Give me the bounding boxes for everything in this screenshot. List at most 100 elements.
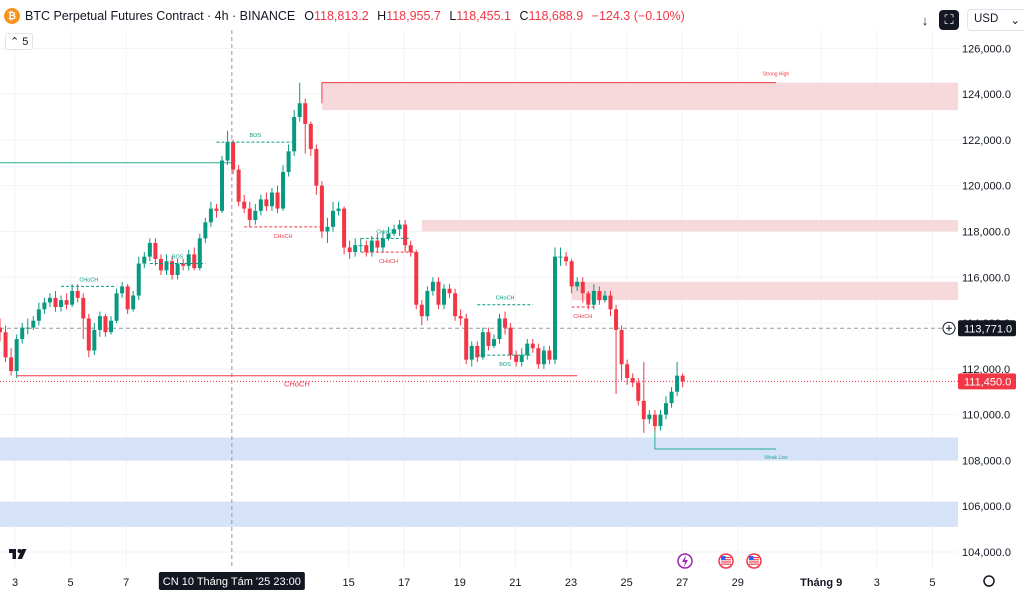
fullscreen-icon[interactable]: ⛶ [939, 10, 959, 30]
x-tick-label: 3 [874, 577, 880, 589]
candle [170, 256, 175, 280]
y-tick-label: 122,000.0 [962, 135, 1011, 147]
weak-low-label: Weak Low [764, 455, 788, 461]
candle [197, 233, 202, 271]
candle [647, 410, 652, 424]
candle-body [220, 160, 224, 211]
choch-label: CHoCH [284, 380, 310, 389]
candle [70, 284, 75, 308]
candle [253, 203, 258, 225]
candle [3, 325, 8, 362]
candle [81, 293, 86, 340]
candle-body [497, 318, 502, 340]
candle-body [591, 290, 596, 305]
candle [203, 217, 208, 243]
candle-body [553, 256, 557, 360]
candle [53, 290, 58, 312]
us-flag-stripe [749, 557, 759, 559]
candle-body [514, 355, 519, 362]
candle-body [403, 224, 408, 246]
tv-logo-part [9, 549, 16, 559]
symbol-header[interactable]: ₿ BTC Perpetual Futures Contract · 4h · … [4, 8, 685, 24]
candle-body [242, 201, 247, 209]
candle-body [64, 300, 69, 305]
us-flag-stripe [721, 563, 731, 565]
candle [558, 247, 563, 266]
choch-label: CHoCH [376, 229, 395, 235]
candle-body [331, 210, 335, 227]
candle [547, 345, 552, 365]
y-tick-label: 112,000.0 [962, 364, 1010, 376]
x-tick-label: Tháng 9 [800, 577, 842, 589]
candle-body [408, 245, 413, 253]
gear-icon[interactable] [983, 575, 995, 587]
candle [297, 82, 302, 122]
candle-body [47, 297, 52, 303]
candle-body [292, 116, 297, 152]
candle [231, 139, 236, 175]
candle-body [214, 208, 219, 211]
tradingview-logo[interactable] [9, 549, 27, 559]
candle [353, 238, 358, 257]
bolt-icon[interactable] [677, 553, 693, 569]
demand-zone [0, 437, 958, 461]
candle-body [281, 171, 286, 209]
candle-body [358, 245, 363, 247]
candle-body [286, 151, 291, 172]
candle [669, 387, 674, 408]
candle-body [253, 210, 258, 221]
candle-body [558, 256, 563, 258]
candle-body [208, 208, 213, 223]
candle-body [430, 281, 435, 291]
us-flag-stripe [721, 559, 731, 561]
candle [569, 258, 574, 294]
candle [658, 410, 663, 431]
candle [425, 286, 430, 321]
candle [114, 288, 119, 324]
candle [625, 359, 630, 385]
candle-body [142, 256, 147, 264]
candle-body [419, 304, 424, 317]
symbol-title[interactable]: BTC Perpetual Futures Contract · 4h · BI… [25, 9, 296, 23]
indicators-toggle[interactable]: ⌃ 5 [5, 33, 34, 50]
candle-body [397, 224, 402, 230]
candle-body [103, 316, 108, 333]
candle [175, 258, 180, 280]
candle [369, 236, 374, 257]
us-flag-icon[interactable] [718, 553, 734, 569]
candle [541, 345, 546, 369]
candle [403, 220, 408, 253]
x-tick-label: 29 [732, 577, 744, 589]
candle [447, 284, 452, 298]
candle [158, 254, 163, 275]
currency-select[interactable]: USD ⌄ [967, 9, 1024, 31]
candle-body [203, 222, 208, 239]
us-flag-icon[interactable] [746, 553, 762, 569]
candle-body [75, 290, 80, 298]
download-arrow-icon[interactable]: ↓ [921, 12, 929, 28]
chevron-up-icon: ⌃ [10, 36, 20, 48]
candle-body [0, 327, 2, 333]
candle [225, 130, 230, 166]
candle [397, 220, 402, 237]
candle [64, 293, 69, 310]
candle-body [453, 293, 458, 317]
candle [325, 217, 330, 243]
candle-body [652, 414, 657, 427]
candle-body [675, 375, 680, 392]
tv-logo-part [17, 549, 27, 559]
candle [680, 373, 685, 388]
candle-body [491, 339, 496, 346]
candle [258, 194, 263, 216]
candle [336, 201, 341, 216]
candle-body [414, 252, 419, 305]
candle [664, 396, 668, 420]
candle-body [602, 295, 607, 301]
choch-label: CHoCH [496, 296, 515, 302]
candle [580, 277, 585, 303]
candle-body [503, 318, 508, 328]
candles [0, 82, 685, 433]
candle [619, 325, 624, 381]
